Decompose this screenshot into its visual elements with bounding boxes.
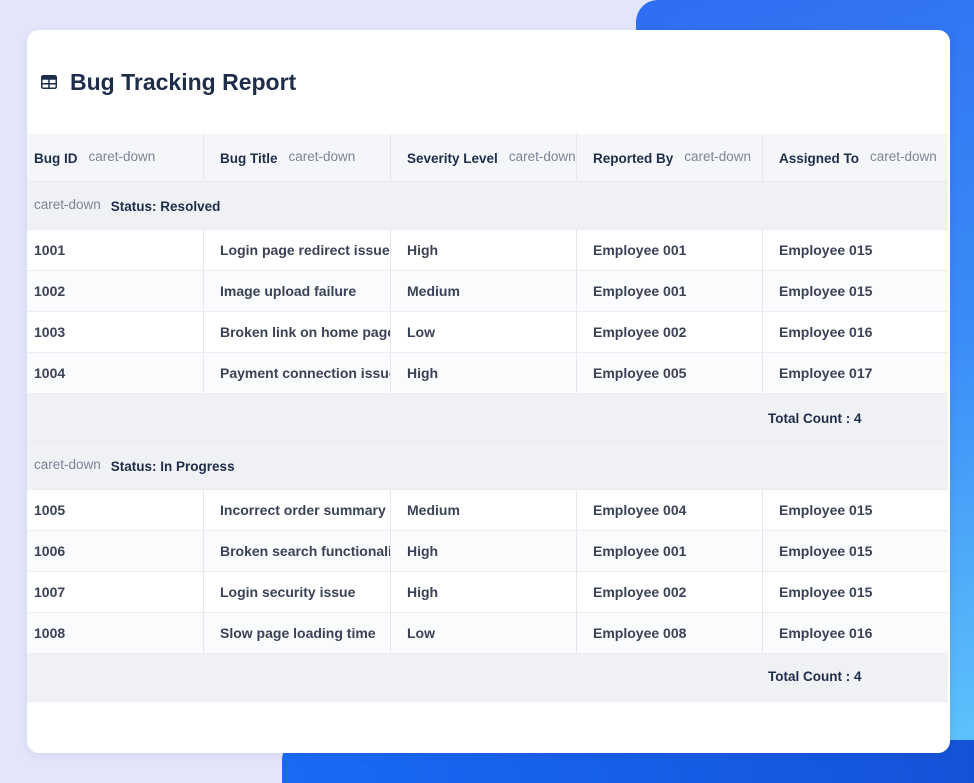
- caret-down-icon[interactable]: caret-down: [684, 149, 752, 164]
- column-header-reported-by[interactable]: Reported By caret-down: [577, 134, 763, 181]
- cell-bug-id: 1007: [27, 572, 204, 612]
- cell-severity: High: [391, 230, 577, 270]
- cell-assigned-to: Employee 015: [779, 242, 873, 258]
- cell-reported-by: Employee 001: [577, 531, 763, 571]
- cell-reported-by: Employee 005: [577, 353, 763, 393]
- cell-assigned-to: Employee 015: [779, 543, 873, 559]
- cell-assigned-to: Employee 016: [779, 625, 873, 641]
- cell-severity: High: [391, 353, 577, 393]
- caret-down-icon[interactable]: caret-down: [88, 149, 156, 164]
- column-header-severity-level[interactable]: Severity Level caret-down: [391, 134, 577, 181]
- cell-bug-id: 1004: [27, 353, 204, 393]
- report-header: Bug Tracking Report: [41, 68, 296, 96]
- cell-severity: Medium: [391, 271, 577, 311]
- table-row[interactable]: 1008 Slow page loading time Low Employee…: [27, 613, 948, 654]
- cell-bug-id: 1003: [27, 312, 204, 352]
- cell-bug-title: Login page redirect issue: [204, 230, 391, 270]
- table-row[interactable]: 1006 Broken search functionality High Em…: [27, 531, 948, 572]
- cell-bug-title: Broken search functionality: [204, 531, 391, 571]
- group-header-resolved[interactable]: caret-down Status: Resolved: [27, 182, 948, 230]
- cell-bug-title: Login security issue: [204, 572, 391, 612]
- cell-severity: Medium: [391, 490, 577, 530]
- column-header-assigned-to[interactable]: Assigned To caret-down: [779, 149, 937, 166]
- cell-assigned-to: Employee 015: [779, 283, 873, 299]
- cell-reported-by: Employee 004: [577, 490, 763, 530]
- caret-down-icon[interactable]: caret-down: [870, 149, 937, 164]
- cell-reported-by: Employee 002: [577, 572, 763, 612]
- cell-assigned-to: Employee 015: [779, 502, 873, 518]
- cell-reported-by: Employee 008: [577, 613, 763, 653]
- cell-bug-id: 1005: [27, 490, 204, 530]
- caret-down-icon[interactable]: caret-down: [508, 149, 576, 164]
- grid-header: Bug ID caret-down Bug Title caret-down S…: [27, 134, 948, 182]
- cell-assigned-to: Employee 017: [779, 365, 873, 381]
- group-header-in-progress[interactable]: caret-down Status: In Progress: [27, 442, 948, 490]
- report-card: Bug Tracking Report Bug ID caret-down Bu…: [27, 30, 950, 753]
- cell-bug-id: 1002: [27, 271, 204, 311]
- bug-grid: Bug ID caret-down Bug Title caret-down S…: [27, 134, 948, 702]
- cell-severity: High: [391, 531, 577, 571]
- total-count: Total Count : 4: [768, 669, 862, 684]
- cell-reported-by: Employee 001: [577, 230, 763, 270]
- cell-bug-title: Broken link on home page: [204, 312, 391, 352]
- page-title: Bug Tracking Report: [70, 68, 297, 95]
- table-row[interactable]: 1003 Broken link on home page Low Employ…: [27, 312, 948, 353]
- cell-severity: Low: [391, 312, 577, 352]
- cell-assigned-to: Employee 015: [779, 584, 873, 600]
- caret-down-icon[interactable]: caret-down: [34, 456, 101, 472]
- cell-bug-title: Incorrect order summary: [204, 490, 391, 530]
- cell-reported-by: Employee 002: [577, 312, 763, 352]
- cell-bug-id: 1001: [27, 230, 204, 270]
- cell-bug-title: Image upload failure: [204, 271, 391, 311]
- table-icon: [41, 75, 57, 89]
- caret-down-icon[interactable]: caret-down: [34, 196, 101, 212]
- group-summary-row: Total Count : 4: [27, 394, 948, 442]
- cell-bug-title: Payment connection issue: [204, 353, 391, 393]
- table-row[interactable]: 1002 Image upload failure Medium Employe…: [27, 271, 948, 312]
- group-summary-row: Total Count : 4: [27, 654, 948, 702]
- cell-assigned-to: Employee 016: [779, 324, 873, 340]
- column-header-bug-title[interactable]: Bug Title caret-down: [204, 134, 391, 181]
- group-label: Status: Resolved: [110, 198, 221, 214]
- cell-bug-title: Slow page loading time: [204, 613, 391, 653]
- cell-reported-by: Employee 001: [577, 271, 763, 311]
- table-row[interactable]: 1004 Payment connection issue High Emplo…: [27, 353, 948, 394]
- cell-severity: High: [391, 572, 577, 612]
- table-row[interactable]: 1005 Incorrect order summary Medium Empl…: [27, 490, 948, 531]
- cell-severity: Low: [391, 613, 577, 653]
- cell-bug-id: 1008: [27, 613, 204, 653]
- cell-bug-id: 1006: [27, 531, 204, 571]
- caret-down-icon[interactable]: caret-down: [288, 149, 356, 164]
- column-header-bug-id[interactable]: Bug ID caret-down: [27, 134, 204, 181]
- total-count: Total Count : 4: [768, 411, 862, 426]
- table-row[interactable]: 1001 Login page redirect issue High Empl…: [27, 230, 948, 271]
- group-label: Status: In Progress: [110, 458, 235, 474]
- table-row[interactable]: 1007 Login security issue High Employee …: [27, 572, 948, 613]
